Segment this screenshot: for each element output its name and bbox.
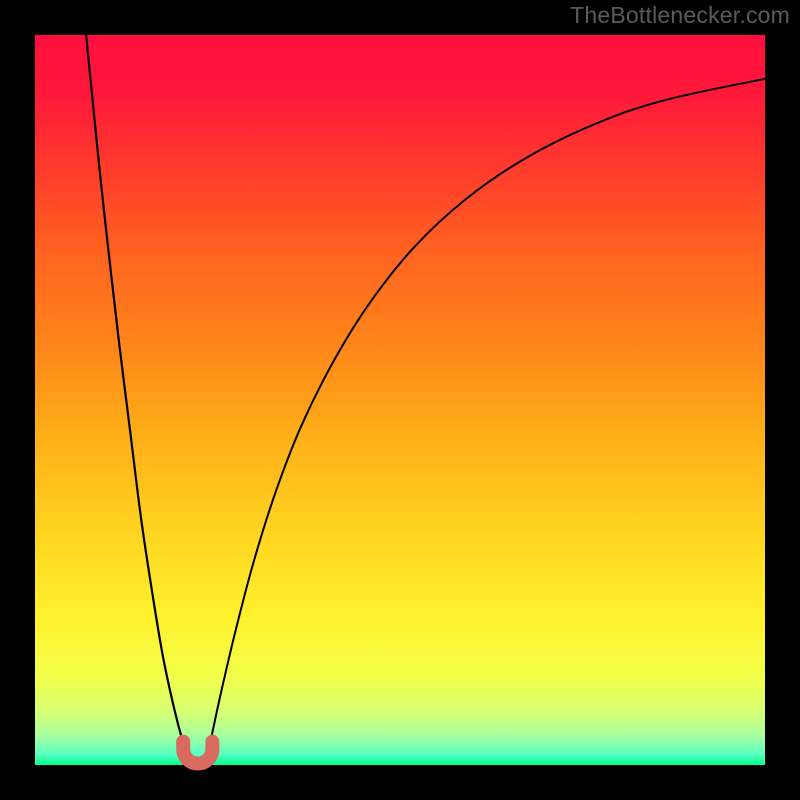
bottleneck-chart bbox=[0, 0, 800, 800]
chart-background bbox=[35, 35, 765, 765]
page-root: TheBottlenecker.com bbox=[0, 0, 800, 800]
